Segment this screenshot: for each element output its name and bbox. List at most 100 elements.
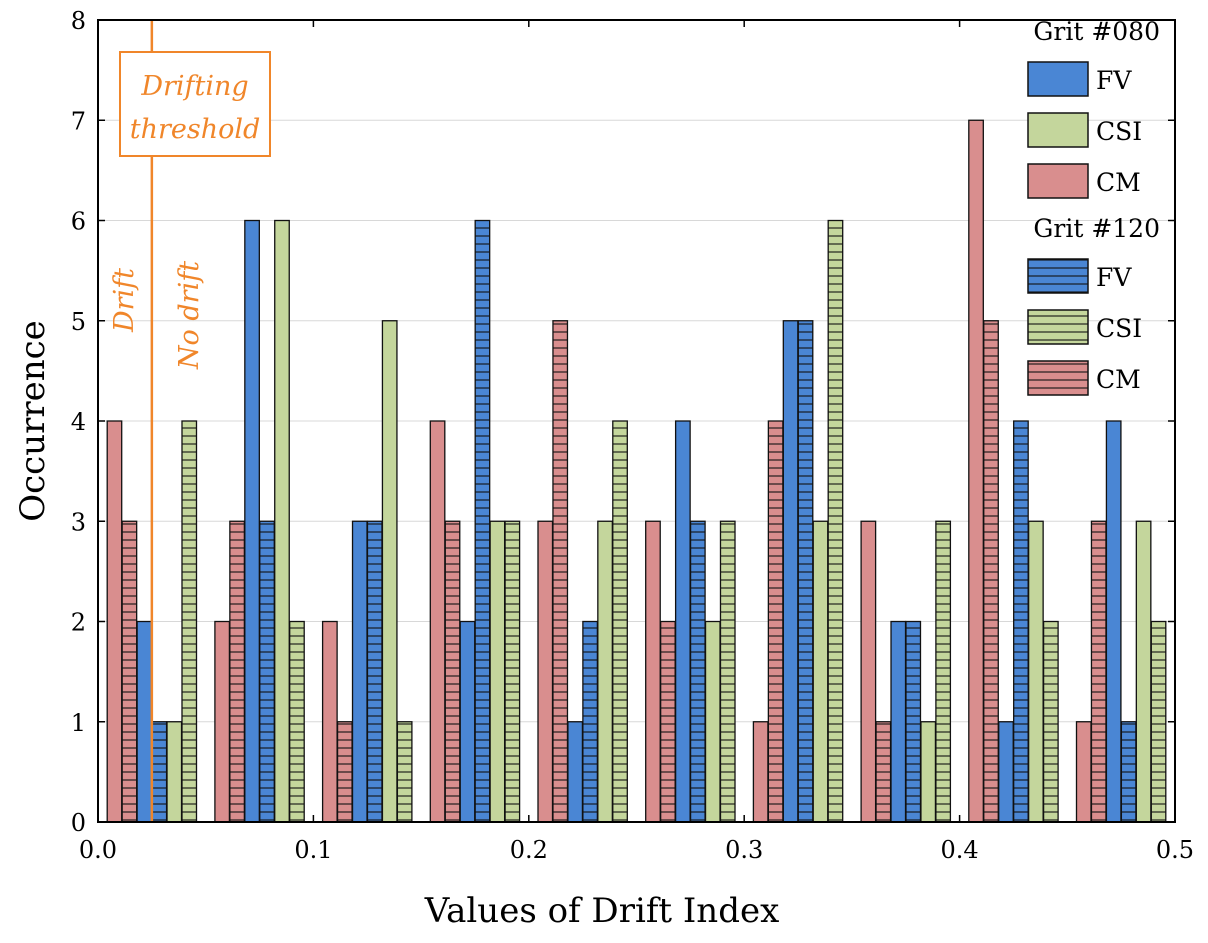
bar-080-csi-8 — [1027, 520, 1044, 823]
bar-120-cm-3 — [444, 520, 461, 823]
bar-080-fv-0 — [136, 620, 153, 823]
x-tick-label: 0.2 — [510, 836, 548, 864]
bar-080-fv-3 — [459, 620, 476, 823]
bar-120-csi-8 — [1042, 620, 1059, 823]
bar-080-csi-9 — [1135, 520, 1152, 823]
x-tick-label: 0.1 — [294, 836, 332, 864]
threshold-annotation: Drifting threshold Drift No drift — [109, 20, 271, 822]
drift-label: Drift — [109, 268, 140, 333]
legend-swatch-fv — [1027, 258, 1089, 294]
y-tick-label: 4 — [71, 408, 86, 436]
x-tick-label: 0.5 — [1156, 836, 1194, 864]
threshold-label-box — [119, 51, 271, 157]
bar-080-fv-4 — [567, 721, 584, 823]
bar-120-fv-1 — [259, 520, 275, 823]
bar-080-fv-6 — [782, 320, 799, 823]
legend-swatch-csi — [1027, 112, 1089, 148]
bar-120-fv-4 — [582, 620, 599, 823]
bar-080-fv-5 — [674, 420, 691, 823]
bar-080-cm-9 — [1075, 721, 1092, 823]
bar-080-csi-6 — [812, 520, 829, 823]
legend-swatch-cm — [1027, 163, 1089, 199]
bar-120-csi-4 — [612, 420, 628, 823]
no-drift-label: No drift — [174, 261, 205, 370]
bar-120-fv-5 — [689, 520, 706, 823]
bar-120-csi-5 — [719, 520, 736, 823]
bar-080-cm-0 — [106, 420, 123, 823]
bar-120-csi-9 — [1150, 620, 1167, 823]
bar-080-csi-3 — [489, 520, 506, 823]
legend-swatch-cm — [1027, 360, 1089, 396]
bar-120-fv-9 — [1120, 721, 1137, 823]
legend-group-title: Grit #080 — [1033, 17, 1160, 46]
bar-120-cm-2 — [336, 721, 353, 823]
bar-080-csi-5 — [704, 620, 721, 823]
bar-120-cm-1 — [229, 520, 246, 823]
y-tick-label: 1 — [71, 709, 86, 737]
bar-080-fv-9 — [1105, 420, 1122, 823]
bar-080-cm-8 — [968, 119, 984, 823]
legend-label-fv: FV — [1096, 66, 1132, 95]
y-axis-title: Occurrence — [13, 320, 53, 522]
legend: Grit #080 FV CSI CM Grit #120 FV CSI CM — [1027, 17, 1160, 396]
legend-label-csi: CSI — [1096, 117, 1142, 146]
bar-120-cm-6 — [767, 420, 784, 823]
bar-080-cm-7 — [860, 520, 877, 823]
legend-label-fv: FV — [1096, 263, 1132, 292]
y-tick-label: 6 — [71, 208, 86, 236]
x-tick-label: 0.0 — [79, 836, 117, 864]
y-tick-label: 5 — [71, 308, 86, 336]
threshold-label-line1: Drifting — [140, 71, 248, 102]
bar-120-csi-6 — [827, 219, 844, 823]
bar-080-cm-4 — [537, 520, 554, 823]
bar-080-csi-4 — [597, 520, 613, 823]
axis-ticks: 0.0 0.1 0.2 0.3 0.4 0.5 0 1 2 3 4 5 6 7 8 — [71, 7, 1194, 864]
bar-080-fv-7 — [890, 620, 907, 823]
bar-120-cm-7 — [875, 721, 892, 823]
bar-080-csi-2 — [381, 320, 398, 823]
legend-swatch-fv — [1027, 61, 1089, 97]
bar-120-cm-9 — [1090, 520, 1107, 823]
bar-080-csi-0 — [166, 721, 183, 823]
bar-080-fv-2 — [351, 520, 368, 823]
y-tick-label: 2 — [71, 609, 86, 637]
bar-120-csi-7 — [935, 520, 952, 823]
bar-080-fv-8 — [998, 721, 1014, 823]
bar-120-cm-8 — [983, 320, 999, 823]
legend-group-title: Grit #120 — [1033, 214, 1160, 243]
bar-120-csi-2 — [396, 721, 413, 823]
bar-120-cm-5 — [660, 620, 676, 823]
legend-label-cm: CM — [1096, 365, 1141, 394]
bar-080-csi-7 — [920, 721, 937, 823]
bars — [106, 119, 1167, 823]
x-tick-label: 0.4 — [941, 836, 979, 864]
y-tick-label: 7 — [71, 107, 86, 135]
bar-080-cm-6 — [752, 721, 769, 823]
bar-120-fv-3 — [474, 219, 491, 823]
bar-120-cm-0 — [121, 520, 138, 823]
y-tick-label: 3 — [71, 508, 86, 536]
bar-080-fv-1 — [244, 219, 260, 823]
bar-120-csi-3 — [504, 520, 521, 823]
bar-080-csi-1 — [274, 219, 290, 823]
bar-080-cm-5 — [645, 520, 661, 823]
y-tick-label: 8 — [71, 7, 86, 35]
bar-120-csi-0 — [181, 420, 198, 823]
x-tick-label: 0.3 — [725, 836, 763, 864]
legend-swatch-csi — [1027, 309, 1089, 345]
bar-120-fv-2 — [366, 520, 383, 823]
legend-label-csi: CSI — [1096, 314, 1142, 343]
bar-120-fv-8 — [1013, 420, 1029, 823]
legend-label-cm: CM — [1096, 168, 1141, 197]
bar-120-fv-7 — [905, 620, 922, 823]
threshold-label-line2: threshold — [130, 114, 261, 145]
y-tick-label: 0 — [71, 809, 86, 837]
bar-120-csi-1 — [289, 620, 305, 823]
bar-120-cm-4 — [552, 320, 569, 823]
bar-080-cm-1 — [214, 620, 231, 823]
bar-080-cm-2 — [321, 620, 338, 823]
bar-120-fv-6 — [797, 320, 814, 823]
bar-120-fv-0 — [151, 721, 168, 823]
x-axis-title: Values of Drift Index — [424, 891, 780, 931]
